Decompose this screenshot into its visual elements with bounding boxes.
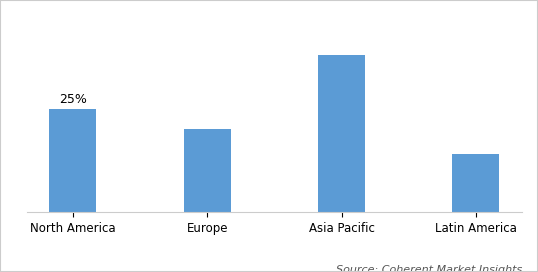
Bar (49, 109, 96, 212)
Bar (318, 55, 365, 212)
Bar (183, 129, 231, 212)
Text: Source: Coherent Market Insights: Source: Coherent Market Insights (336, 265, 522, 272)
Text: 25%: 25% (59, 93, 87, 106)
Bar (452, 154, 499, 212)
